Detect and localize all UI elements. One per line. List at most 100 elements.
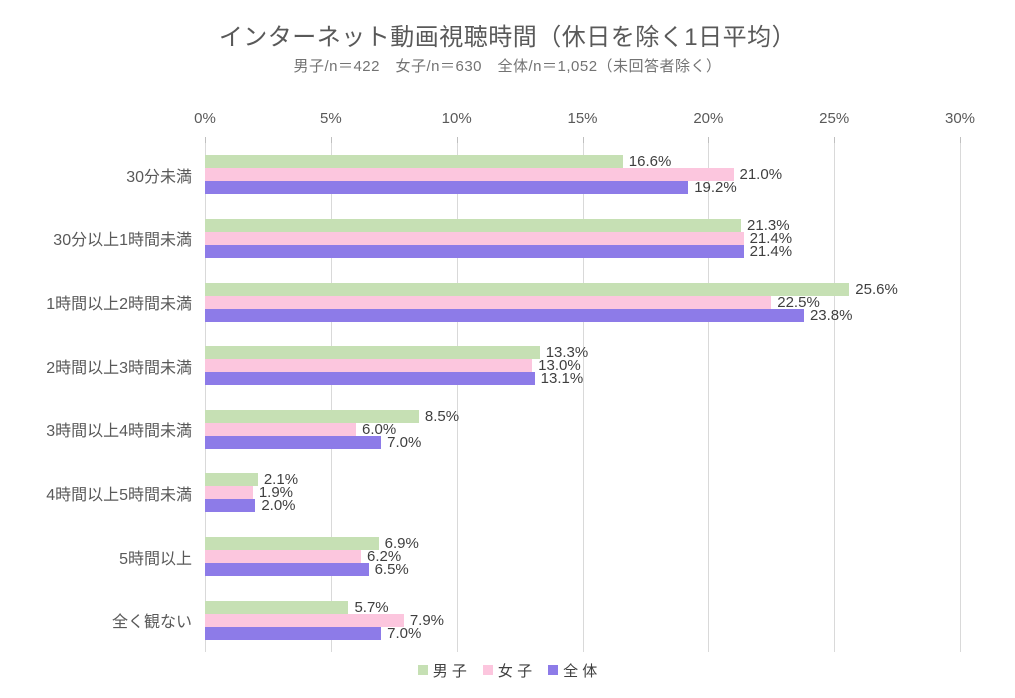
- bar-value-label: 13.3%: [545, 344, 589, 362]
- bar-value-label: 21.0%: [739, 166, 783, 184]
- gridline: [205, 143, 206, 652]
- legend-label: 女 子: [497, 662, 533, 680]
- bar-group: 25.6% 22.5% 23.8%: [205, 270, 960, 334]
- axis-tick-mark: [960, 137, 961, 143]
- bar-line: 21.4%: [205, 242, 960, 260]
- bar-value-label: 7.0%: [387, 624, 422, 642]
- bar-value-label: 2.0%: [261, 497, 296, 515]
- bar-value-label: 1.9%: [258, 484, 294, 502]
- axis-tick-mark: [456, 137, 458, 143]
- bar-value-label: 21.4%: [749, 242, 793, 260]
- legend-swatch: [417, 665, 428, 675]
- bar-group: 8.5% 6.0% 7.0%: [205, 398, 960, 462]
- legend-swatch: [482, 665, 493, 675]
- bar-line: 8.5%: [205, 407, 960, 425]
- bar-group: 21.3% 21.4% 21.4%: [205, 207, 960, 271]
- bar-value-label: 13.0%: [538, 357, 581, 375]
- legend-item: 男 子: [417, 660, 467, 681]
- axis-tick-mark: [708, 137, 710, 143]
- bar: [205, 359, 533, 373]
- x-axis-tick-label: 0%: [194, 110, 216, 127]
- bar-group: 5.7% 7.9% 7.0%: [205, 588, 960, 652]
- bar-value-label: 8.5%: [424, 407, 460, 425]
- chart-subtitle: 男子/n＝422 女子/n＝630 全体/n＝1,052（未回答者除く）: [293, 58, 722, 75]
- bar-line: 13.0%: [205, 357, 960, 375]
- bar-line: 7.9%: [205, 613, 960, 628]
- bar-group: 6.9% 6.2% 6.5%: [205, 525, 960, 589]
- bar-line: 5.7%: [205, 600, 960, 615]
- bar-value-label: 21.3%: [747, 216, 790, 234]
- bar-line: 6.9%: [205, 535, 960, 553]
- x-axis-tick-label: 5%: [319, 110, 342, 127]
- bar-group: 2.1% 1.9% 2.0%: [205, 461, 960, 525]
- bar: [205, 600, 349, 614]
- category-label: 1時間以上2時間未満: [46, 296, 192, 314]
- x-axis-tick-label: 25%: [819, 110, 850, 127]
- bar-group: 13.3% 13.0% 13.1%: [205, 334, 960, 398]
- bar-value-label: 2.1%: [263, 471, 299, 489]
- bar-value-label: 21.4%: [749, 229, 793, 247]
- bar-value-label: 6.5%: [374, 561, 409, 579]
- gridline: [960, 143, 961, 652]
- gridline: [582, 143, 584, 652]
- bar-value-label: 13.1%: [540, 370, 584, 388]
- bar-line: 21.0%: [205, 166, 960, 184]
- bar: [205, 435, 382, 449]
- bar-line: 19.2%: [205, 179, 960, 197]
- x-axis: 0% 5% 10% 15% 20% 25% 30%: [194, 110, 975, 134]
- bar-value-label: 6.2%: [367, 548, 402, 566]
- axis-tick-mark: [205, 137, 206, 143]
- bar: [205, 613, 404, 627]
- bar: [205, 295, 772, 309]
- bar-value-label: 7.0%: [387, 433, 422, 451]
- category-label: 4時間以上5時間未満: [46, 486, 192, 504]
- bar-value-label: 6.9%: [384, 535, 419, 553]
- bar-value-label: 16.6%: [628, 153, 672, 171]
- category-labels: 30分未満 30分以上1時間未満 1時間以上2時間未満 2時間以上3時間未満 3時間以上…: [0, 143, 192, 652]
- bar: [205, 422, 356, 436]
- category-label: 30分未満: [126, 168, 192, 186]
- bar-value-label: 19.2%: [694, 179, 737, 197]
- gridline: [834, 143, 836, 652]
- legend-label: 全 体: [563, 662, 598, 680]
- legend-swatch: [548, 665, 559, 675]
- bar: [205, 626, 382, 640]
- bar-group: 16.6% 21.0% 19.2%: [205, 143, 960, 207]
- x-axis-tick-label: 15%: [567, 110, 598, 127]
- bar-line: 6.5%: [205, 561, 960, 579]
- gridline: [708, 143, 710, 652]
- gridline: [330, 143, 332, 652]
- bar-line: 7.0%: [205, 433, 960, 451]
- category-label: 全く観ない: [111, 614, 192, 632]
- bar-value-label: 23.8%: [809, 306, 853, 324]
- bar: [205, 346, 540, 360]
- x-axis-tick-label: 10%: [441, 110, 472, 127]
- bar: [205, 244, 744, 258]
- legend: 男 子女 子全 体: [0, 659, 1015, 681]
- x-axis-tick-label: 30%: [944, 110, 976, 127]
- bar-line: 7.0%: [205, 624, 960, 642]
- bar: [205, 499, 256, 513]
- bar: [205, 409, 419, 423]
- bar: [205, 231, 744, 245]
- gridline: [456, 143, 458, 652]
- bar-line: 13.1%: [205, 370, 960, 388]
- bar-line: 16.6%: [205, 153, 960, 171]
- bar: [205, 308, 804, 322]
- bar-value-label: 25.6%: [855, 280, 898, 298]
- bar-line: 23.8%: [205, 306, 960, 324]
- axis-tick-mark: [330, 137, 332, 143]
- bar-line: 6.2%: [205, 548, 960, 566]
- bar: [205, 537, 379, 551]
- bar: [205, 486, 253, 500]
- bar-value-label: 22.5%: [777, 293, 820, 311]
- bar-line: 21.4%: [205, 229, 960, 247]
- bar-line: 13.3%: [205, 344, 960, 362]
- bar-line: 21.3%: [205, 216, 960, 234]
- plot-area: 16.6% 21.0% 19.2% 21.3% 21.4% 21.4% 25.6% 22.5%…: [205, 143, 961, 652]
- bar: [205, 473, 258, 487]
- category-label: 2時間以上3時間未満: [46, 359, 192, 377]
- bar-line: 25.6%: [205, 280, 960, 298]
- axis-tick-mark: [834, 137, 836, 143]
